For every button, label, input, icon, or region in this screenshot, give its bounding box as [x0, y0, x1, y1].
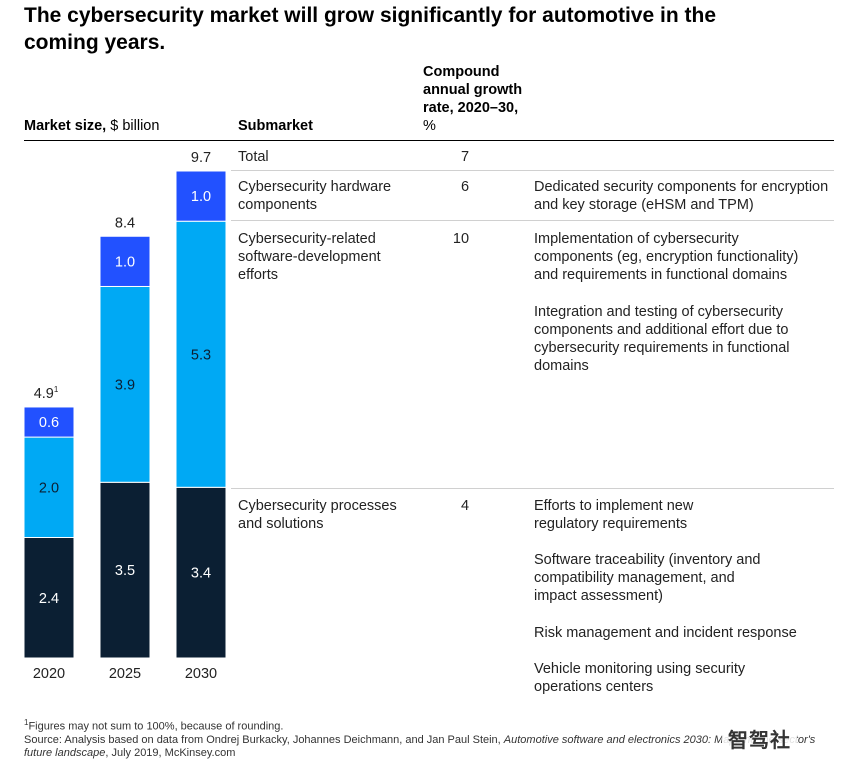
footnotes: 1Figures may not sum to 100%, because of… [24, 716, 824, 760]
market-size-header: Market size, $ billion [24, 118, 160, 134]
submarket-total: Total [238, 149, 269, 165]
cagr-total: 7 [460, 149, 470, 165]
desc-software-2: Integration and testing of cybersecurity… [534, 304, 790, 374]
desc-processes-1: Efforts to implement new regulatory requ… [534, 498, 694, 532]
header-rule [24, 140, 834, 141]
bar-segment-2025-1 [99, 285, 151, 483]
submarket-software: Cybersecurity-related software-developme… [238, 231, 381, 283]
bar-segment-2025-0 [99, 481, 151, 659]
total-footnote-mark: 1 [54, 385, 59, 394]
bar-segment-2025-2 [99, 235, 151, 287]
bar-value-label-2020-2: 0.6 [39, 415, 59, 431]
desc-software-1: Implementation of cybersecurity componen… [534, 231, 799, 283]
bar-value-label-2025-0: 3.5 [115, 563, 135, 579]
desc-processes-3: Risk management and incident response [534, 625, 797, 641]
row-divider-total [231, 170, 834, 171]
watermark-logo: 智驾社 [722, 722, 797, 755]
bar-value-label-2030-2: 1.0 [191, 189, 211, 205]
bar-value-label-2025-2: 1.0 [115, 254, 135, 270]
cagr-hardware: 6 [460, 179, 470, 195]
x-tick-label-2020: 2020 [33, 666, 65, 682]
bar-value-label-2025-1: 3.9 [115, 377, 135, 393]
bar-segment-2030-2 [175, 170, 227, 222]
submarket-hardware: Cybersecurity hardware components [238, 179, 392, 213]
bar-segment-2030-0 [175, 486, 227, 659]
chart-title: The cybersecurity market will grow signi… [24, 4, 716, 54]
row-divider-hardware [231, 220, 834, 221]
bar-total-label-2020: 4.91 [34, 385, 59, 402]
bar-value-label-2030-0: 3.4 [191, 566, 211, 582]
row-divider-software [231, 488, 834, 489]
x-tick-label-2025: 2025 [109, 666, 141, 682]
bar-total-label-2025: 8.4 [115, 215, 135, 231]
cagr-header: Compound annual growth rate, 2020–30, % [423, 64, 523, 134]
bar-segment-2020-1 [23, 436, 75, 539]
bar-segment-2020-2 [23, 406, 75, 438]
submarket-header: Submarket [238, 118, 313, 134]
footnote-source: Source: Analysis based on data from Ondr… [24, 733, 816, 759]
desc-hardware-1: Dedicated security components for encryp… [534, 179, 829, 213]
desc-processes-4: Vehicle monitoring using security operat… [534, 661, 746, 695]
bar-value-label-2030-1: 5.3 [191, 347, 211, 363]
cagr-processes: 4 [460, 498, 470, 514]
submarket-processes: Cybersecurity processes and solutions [238, 498, 397, 532]
bar-segment-2020-0 [23, 537, 75, 659]
bar-total-label-2030: 9.7 [191, 150, 211, 166]
x-tick-label-2030: 2030 [185, 666, 217, 682]
desc-processes-2: Software traceability (inventory and com… [534, 552, 761, 604]
cagr-software: 10 [452, 231, 470, 247]
footnote-rounding: 1Figures may not sum to 100%, because of… [24, 718, 284, 733]
bar-value-label-2020-1: 2.0 [39, 480, 59, 496]
bar-value-label-2020-0: 2.4 [39, 591, 59, 607]
